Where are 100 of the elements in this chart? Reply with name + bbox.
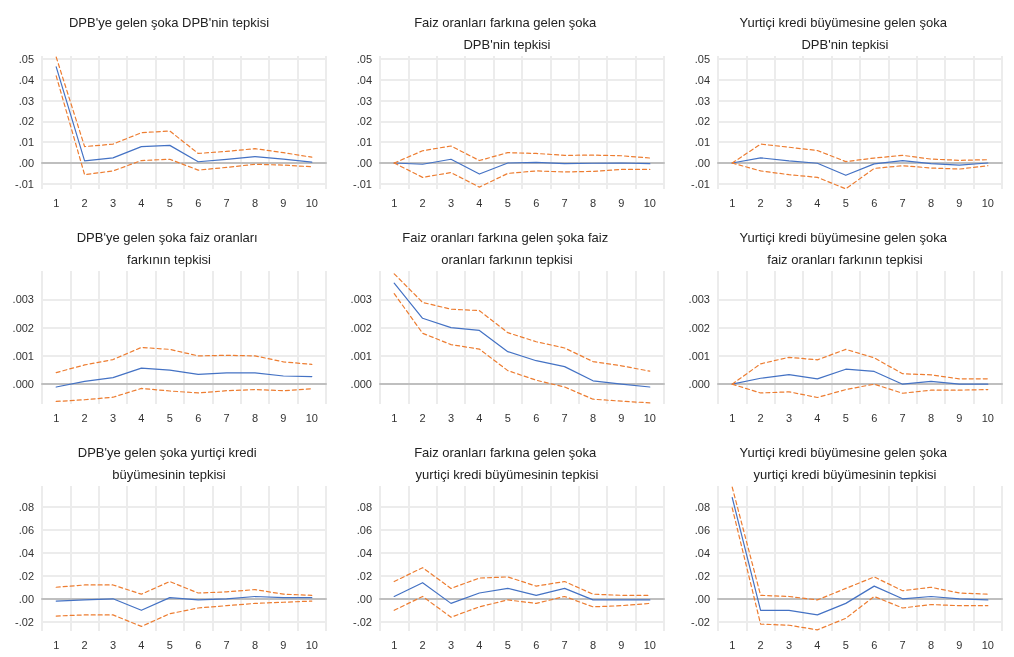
y-tick-label: .08 — [356, 500, 372, 513]
x-tick-label: 3 — [109, 411, 117, 424]
y-tick-label: -.01 — [15, 177, 34, 190]
x-tick-label: 9 — [280, 638, 287, 651]
x-tick-label: 7 — [899, 638, 906, 651]
chart-title: Yurtiçi kredi büyümesine gelen şoka DPB'nin tepkisi — [739, 14, 951, 52]
x-tick-label: 10 — [643, 638, 656, 651]
x-tick-label: 10 — [981, 638, 994, 651]
x-tick-label: 3 — [447, 196, 455, 209]
x-tick-label: 9 — [618, 638, 625, 651]
y-tick-label: .00 — [18, 592, 34, 605]
y-tick-label: .02 — [694, 569, 710, 582]
x-tick-label: 1 — [391, 196, 398, 209]
line-series — [731, 486, 989, 601]
line-series — [55, 367, 313, 388]
y-tick-label: .00 — [356, 157, 372, 170]
x-tick-label: 3 — [109, 638, 117, 651]
x-tick-label: 2 — [757, 196, 764, 209]
x-tick-label: 8 — [251, 411, 259, 424]
y-tick-label: .01 — [18, 136, 34, 149]
x-tick-label: 4 — [476, 638, 483, 651]
x-tick-label: 5 — [166, 411, 173, 424]
y-tick-label: .08 — [694, 500, 710, 513]
x-tick-label: 8 — [589, 196, 597, 209]
y-tick-label: .02 — [356, 115, 372, 128]
y-tick-label: .01 — [356, 136, 372, 149]
chart-title: Yurtiçi kredi büyümesine gelen şoka yurtiçi kredi büyümesinin tepkisi — [739, 444, 951, 482]
x-tick-label: 6 — [533, 411, 540, 424]
line-series — [731, 496, 989, 616]
y-tick-label: .02 — [356, 569, 372, 582]
x-tick-label: 4 — [138, 638, 145, 651]
x-tick-label: 10 — [981, 411, 994, 424]
x-tick-label: 7 — [899, 196, 906, 209]
y-tick-label: .00 — [18, 157, 34, 170]
y-tick-label: .01 — [694, 136, 710, 149]
y-tick-label: .03 — [356, 94, 372, 107]
x-tick-label: 6 — [195, 411, 202, 424]
y-tick-label: .06 — [18, 523, 34, 536]
x-tick-label: 1 — [729, 411, 736, 424]
x-tick-label: 10 — [305, 411, 318, 424]
y-tick-label: .003 — [12, 293, 34, 306]
x-tick-label: 6 — [871, 196, 878, 209]
y-tick-label: .03 — [694, 94, 710, 107]
x-tick-label: 4 — [814, 638, 821, 651]
x-tick-label: 7 — [561, 638, 568, 651]
y-tick-label: .04 — [356, 73, 372, 86]
x-tick-label: 3 — [447, 411, 455, 424]
x-tick-label: 6 — [195, 638, 202, 651]
x-tick-label: 2 — [757, 411, 764, 424]
x-tick-label: 1 — [729, 638, 736, 651]
y-tick-label: .05 — [694, 53, 710, 66]
x-tick-label: 8 — [251, 196, 259, 209]
x-tick-label: 4 — [814, 196, 821, 209]
line-series — [731, 157, 989, 176]
x-tick-label: 1 — [53, 411, 60, 424]
x-tick-label: 6 — [871, 411, 878, 424]
y-tick-label: .001 — [350, 349, 372, 362]
x-tick-label: 6 — [195, 196, 202, 209]
y-tick-label: .08 — [18, 500, 34, 513]
x-tick-label: 5 — [166, 196, 173, 209]
x-tick-label: 9 — [280, 411, 287, 424]
chart-title: DPB'ye gelen şoka DPB'nin tepkisi — [68, 14, 270, 30]
y-tick-label: .04 — [356, 546, 372, 559]
y-tick-label: .04 — [694, 546, 710, 559]
x-tick-label: 8 — [251, 638, 259, 651]
x-tick-label: 9 — [956, 196, 963, 209]
x-tick-label: 10 — [643, 411, 656, 424]
x-tick-label: 2 — [81, 196, 88, 209]
x-tick-label: 2 — [81, 411, 88, 424]
x-tick-label: 1 — [53, 638, 60, 651]
y-tick-label: .003 — [350, 293, 372, 306]
x-tick-label: 3 — [785, 196, 793, 209]
x-tick-label: 7 — [223, 196, 230, 209]
x-tick-label: 5 — [504, 196, 511, 209]
x-tick-label: 10 — [305, 638, 318, 651]
x-tick-label: 9 — [956, 411, 963, 424]
y-tick-label: .00 — [694, 157, 710, 170]
line-series — [55, 346, 313, 374]
x-tick-label: 4 — [138, 411, 145, 424]
x-tick-label: 5 — [166, 638, 173, 651]
y-tick-label: -.02 — [15, 615, 34, 628]
y-tick-label: .001 — [688, 349, 710, 362]
y-tick-label: .04 — [18, 73, 34, 86]
x-tick-label: 1 — [391, 638, 398, 651]
x-tick-label: 7 — [561, 196, 568, 209]
y-tick-label: .002 — [688, 321, 710, 334]
line-series — [55, 595, 313, 611]
x-tick-label: 8 — [589, 411, 597, 424]
y-tick-label: .002 — [12, 321, 34, 334]
x-tick-label: 5 — [842, 638, 849, 651]
x-tick-label: 6 — [533, 638, 540, 651]
x-tick-label: 1 — [53, 196, 60, 209]
y-tick-label: .001 — [12, 349, 34, 362]
chart-title: Faiz oranları farkına gelen şoka DPB'nin tepkisi — [414, 14, 600, 52]
y-tick-label: -.01 — [691, 177, 710, 190]
x-tick-label: 3 — [785, 411, 793, 424]
x-tick-label: 8 — [589, 638, 597, 651]
x-tick-label: 2 — [419, 196, 426, 209]
x-tick-label: 5 — [842, 196, 849, 209]
chart-title: Faiz oranları farkına gelen şoka yurtiçi kredi büyümesinin tepkisi — [414, 444, 600, 482]
